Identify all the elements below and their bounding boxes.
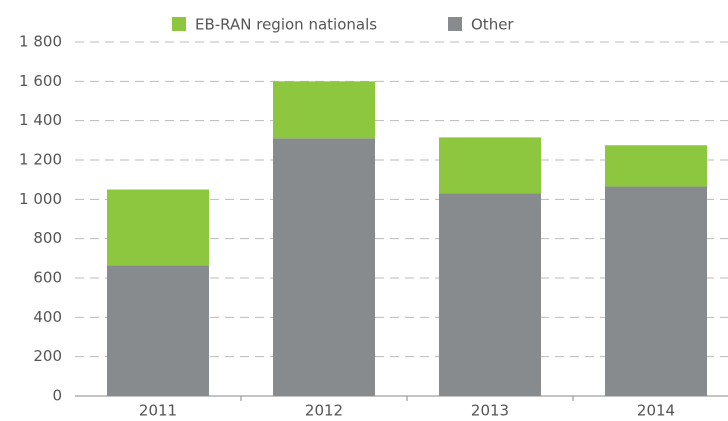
bar-segment bbox=[605, 145, 707, 187]
y-tick-label: 600 bbox=[33, 269, 62, 287]
x-tick-label: 2014 bbox=[637, 402, 675, 420]
y-tick-label: 400 bbox=[33, 308, 62, 326]
bar-segment bbox=[273, 138, 375, 396]
bar-segment bbox=[439, 137, 541, 194]
bar-segment bbox=[605, 186, 707, 396]
legend-swatch bbox=[448, 17, 462, 31]
bar-segment bbox=[439, 193, 541, 396]
legend-label: EB-RAN region nationals bbox=[195, 16, 377, 34]
x-tick-label: 2013 bbox=[471, 402, 509, 420]
y-tick-label: 1 600 bbox=[19, 72, 62, 90]
bar-segment bbox=[273, 81, 375, 139]
x-tick-label: 2011 bbox=[139, 402, 177, 420]
legend-swatch bbox=[172, 17, 186, 31]
y-tick-label: 1 200 bbox=[19, 151, 62, 169]
x-tick-label: 2012 bbox=[305, 402, 343, 420]
y-tick-label: 1 800 bbox=[19, 33, 62, 51]
y-tick-label: 1 400 bbox=[19, 111, 62, 129]
legend-label: Other bbox=[471, 16, 514, 34]
bar-segment bbox=[107, 189, 209, 266]
y-tick-label: 800 bbox=[33, 229, 62, 247]
y-tick-label: 1 000 bbox=[19, 190, 62, 208]
bar-segment bbox=[107, 265, 209, 396]
y-tick-label: 0 bbox=[52, 387, 62, 405]
y-tick-label: 200 bbox=[33, 347, 62, 365]
